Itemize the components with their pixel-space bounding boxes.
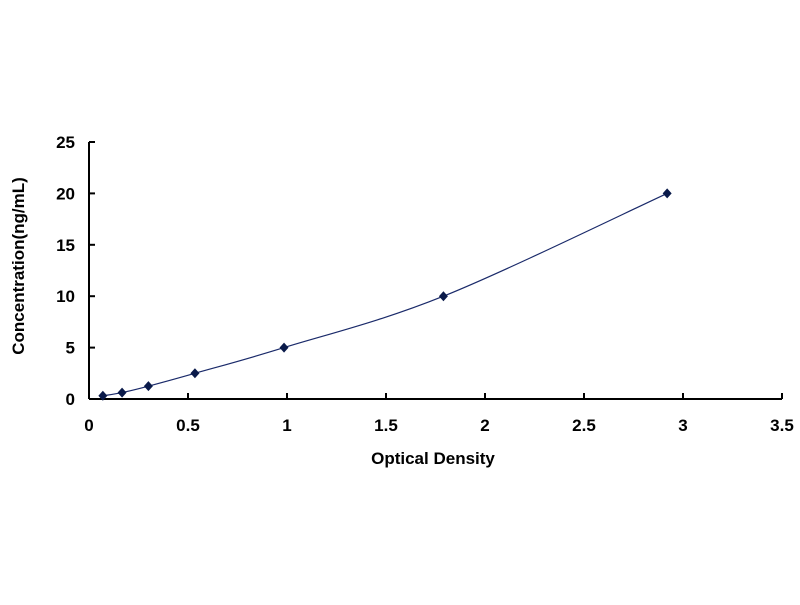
data-point-diamond xyxy=(117,387,127,398)
x-axis-label: Optical Density xyxy=(371,449,495,468)
x-tick-label: 1.5 xyxy=(374,416,398,435)
data-point-diamond xyxy=(190,368,200,379)
data-point-diamond xyxy=(662,188,672,199)
data-points xyxy=(98,188,672,401)
data-point-diamond xyxy=(143,381,153,392)
y-tick-label: 20 xyxy=(56,184,75,203)
y-tick-label: 10 xyxy=(56,287,75,306)
x-tick-labels: 0 0.5 1 1.5 2 2.5 3 3.5 xyxy=(84,416,794,435)
y-tick-label: 15 xyxy=(56,236,75,255)
axes xyxy=(88,141,783,400)
y-tick-label: 5 xyxy=(66,339,75,358)
data-point-diamond xyxy=(438,291,448,302)
x-tick-label: 2 xyxy=(480,416,489,435)
y-axis-label: Concentration(ng/mL) xyxy=(9,177,28,355)
trend-curve xyxy=(102,192,668,397)
y-tick-label: 0 xyxy=(66,390,75,409)
x-tick-label: 3.5 xyxy=(770,416,794,435)
x-tick-label: 0.5 xyxy=(176,416,200,435)
data-point-diamond xyxy=(279,342,289,353)
x-tick-label: 2.5 xyxy=(572,416,596,435)
y-tick-labels: 0 5 10 15 20 25 xyxy=(56,133,75,409)
x-tick-label: 0 xyxy=(84,416,93,435)
x-tick-label: 3 xyxy=(678,416,687,435)
x-tick-label: 1 xyxy=(282,416,291,435)
y-tick-label: 25 xyxy=(56,133,75,152)
data-point-diamond xyxy=(98,390,108,401)
